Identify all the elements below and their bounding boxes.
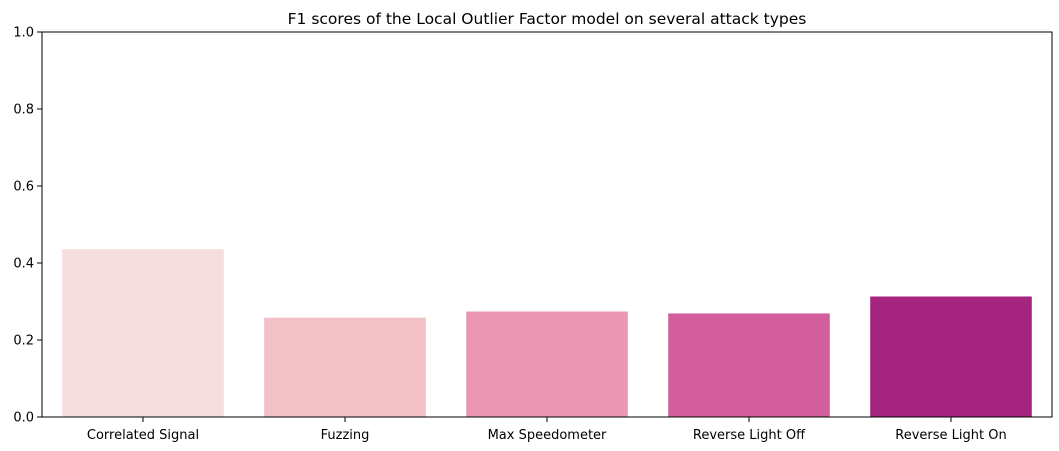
y-tick-label: 0.6 [13,180,34,195]
y-tick-label: 0.4 [13,257,34,272]
y-axis: 0.0 0.2 0.4 0.6 0.8 1.0 [13,26,42,426]
x-tick-label: Correlated Signal [87,428,199,443]
bars-group [62,249,1032,417]
y-tick-label: 0.2 [13,334,34,349]
bar-reverse-light-on [870,296,1032,417]
x-tick-label: Reverse Light On [895,428,1006,443]
x-tick-label: Fuzzing [321,428,370,443]
y-tick-label: 1.0 [13,26,34,41]
bar-fuzzing [264,317,426,417]
x-tick-label: Reverse Light Off [693,428,806,443]
x-axis: Correlated Signal Fuzzing Max Speedometer R… [87,417,1007,443]
y-tick-label: 0.8 [13,103,34,118]
plot-frame [41,31,1053,418]
bar-correlated-signal [62,249,224,417]
bar-max-speedometer [466,311,628,417]
x-tick-label: Max Speedometer [488,428,607,443]
bar-reverse-light-off [668,313,830,417]
y-tick-label: 0.0 [13,411,34,426]
chart-title: F1 scores of the Local Outlier Factor mo… [288,10,807,28]
